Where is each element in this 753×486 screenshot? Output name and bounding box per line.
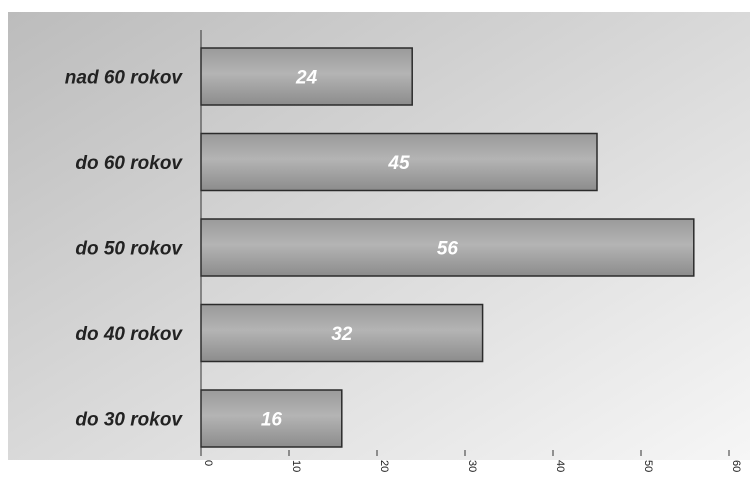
data-label: 32	[331, 324, 353, 345]
category-label: do 30 rokov	[75, 410, 183, 431]
category-label: do 50 rokov	[75, 239, 183, 260]
bar-do-30-rokov	[200, 389, 343, 448]
data-label: 45	[387, 153, 410, 174]
x-tick-label: 50	[642, 460, 654, 472]
bar-do-50-rokov	[200, 218, 695, 277]
category-label: do 40 rokov	[75, 324, 183, 345]
x-tick-label: 30	[466, 460, 478, 472]
data-label: 16	[261, 410, 283, 431]
x-axis: 0 10 20 30 40 50 60	[200, 30, 742, 472]
bars-layer: nad 60 rokov 24 do 60 rokov 45 do 50 rokov 56…	[65, 47, 695, 448]
data-label: 24	[295, 68, 318, 89]
bar-do-40-rokov	[200, 303, 484, 363]
category-label: nad 60 rokov	[65, 68, 184, 89]
x-tick-label: 0	[202, 460, 214, 466]
x-tick-label: 20	[378, 460, 390, 472]
x-tick-label: 40	[554, 460, 566, 472]
data-label: 56	[437, 239, 459, 260]
bar-nad-60-rokov	[200, 47, 413, 106]
x-tick-label: 10	[290, 460, 302, 472]
x-tick-label: 60	[730, 460, 742, 472]
category-label: do 60 rokov	[75, 153, 183, 174]
